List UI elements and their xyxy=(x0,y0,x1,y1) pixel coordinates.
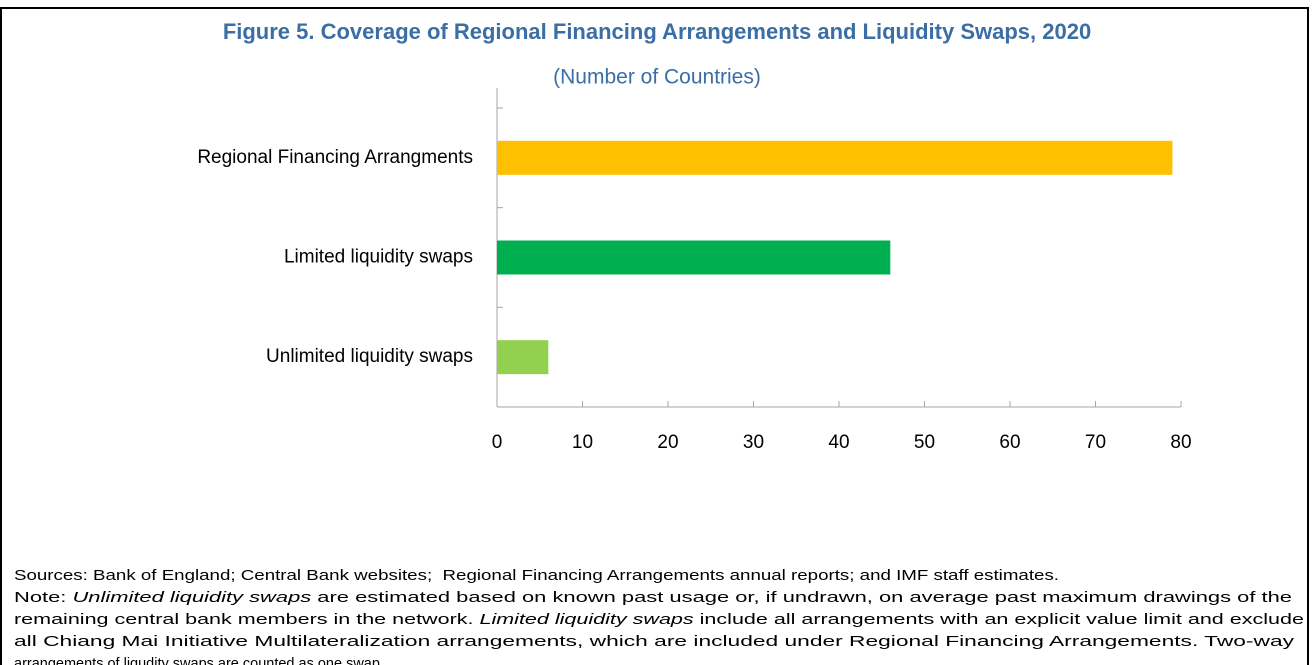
note-text: arrangements of liqudity swaps are count… xyxy=(14,656,384,665)
x-tick-label: 20 xyxy=(657,432,678,453)
x-tick-label: 80 xyxy=(1170,432,1191,453)
chart-subtitle: (Number of Countries) xyxy=(553,66,761,89)
bar xyxy=(497,340,549,375)
note-line: remaining central bank members in the ne… xyxy=(14,612,1304,628)
bar xyxy=(497,240,891,275)
x-tick-label: 50 xyxy=(914,432,935,453)
note-text: Unlimited liquidity swaps xyxy=(72,590,311,606)
frame xyxy=(0,7,1309,665)
y-tick-label: Limited liquidity swaps xyxy=(284,247,473,268)
y-tick-label: Unlimited liquidity swaps xyxy=(266,346,473,367)
note-text: Note: xyxy=(14,590,72,606)
x-tick-label: 60 xyxy=(999,432,1020,453)
sources: Sources: Bank of England; Central Bank w… xyxy=(14,568,1059,584)
y-tick-label: Regional Financing Arrangments xyxy=(197,147,473,168)
x-tick-label: 70 xyxy=(1085,432,1106,453)
note-text: are estimated based on known past usage … xyxy=(311,590,1292,606)
x-tick-label: 10 xyxy=(572,432,593,453)
chart-title: Figure 5. Coverage of Regional Financing… xyxy=(223,19,1091,44)
note-text: all Chiang Mai Initiative Multilateraliz… xyxy=(14,634,1295,650)
note-line: all Chiang Mai Initiative Multilateraliz… xyxy=(14,634,1295,650)
note-text: include all arrangements with an explici… xyxy=(694,612,1304,628)
x-tick-label: 0 xyxy=(492,432,503,453)
bar xyxy=(497,140,1173,175)
note-line: Note: Unlimited liquidity swaps are esti… xyxy=(14,590,1292,606)
x-tick-label: 40 xyxy=(828,432,849,453)
note-text: Limited liquidity swaps xyxy=(479,612,693,628)
x-tick-label: 30 xyxy=(743,432,764,453)
note-text: remaining central bank members in the ne… xyxy=(14,612,479,628)
note-line: arrangements of liqudity swaps are count… xyxy=(14,656,384,665)
